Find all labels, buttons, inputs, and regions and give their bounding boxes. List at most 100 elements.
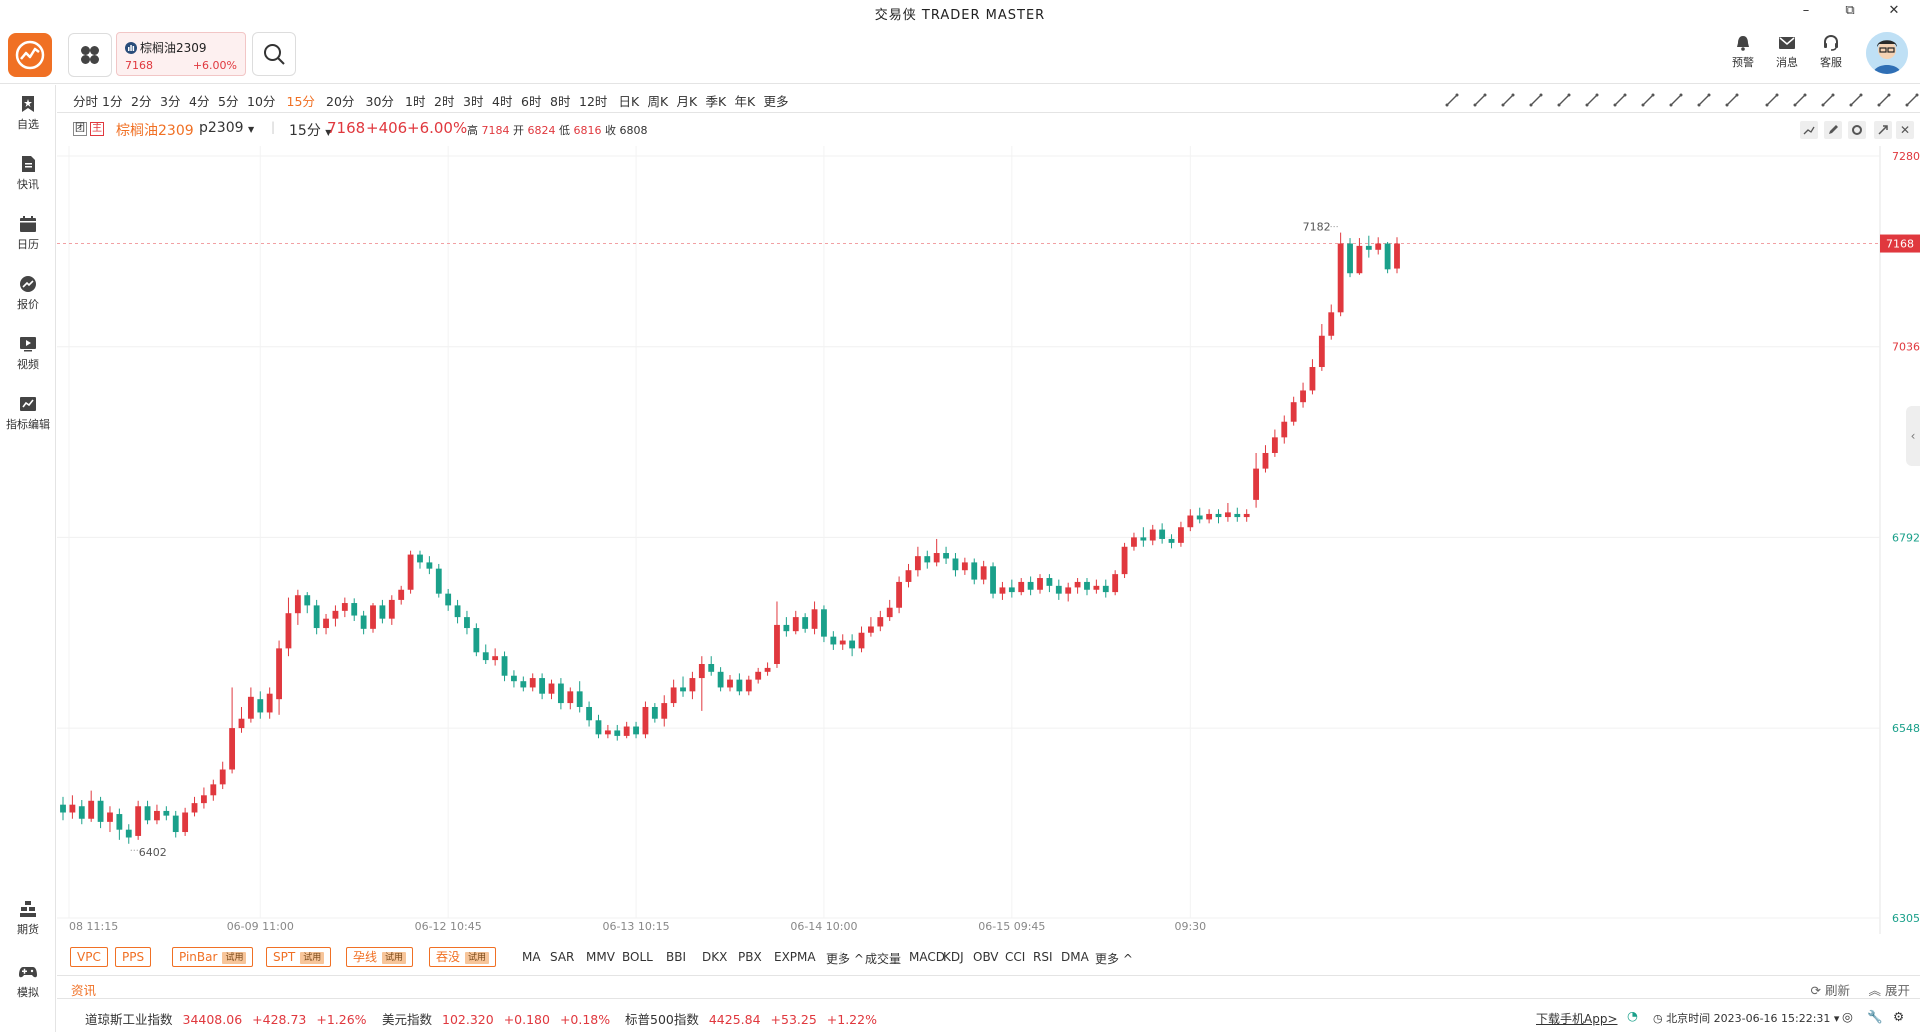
wrench-icon[interactable]: 🔧 <box>1867 1009 1883 1024</box>
period-tab[interactable]: 日K <box>618 94 640 109</box>
sub-indicator[interactable]: KDJ <box>943 950 964 964</box>
period-tab[interactable]: 1分 <box>102 94 123 109</box>
period-tab[interactable]: 1时 <box>405 94 426 109</box>
draw-toggle-button[interactable] <box>1824 121 1842 139</box>
period-tab[interactable]: 更多 <box>763 94 789 109</box>
indicator-tag[interactable]: PPS <box>115 947 152 967</box>
period-tab[interactable]: 10分 <box>247 94 276 109</box>
index-dow[interactable]: 道琼斯工业指数 34408.06 +428.73 +1.26% <box>85 1009 367 1028</box>
magnet-icon[interactable] <box>1819 91 1837 109</box>
period-tab[interactable]: 4分 <box>189 94 210 109</box>
sub-indicator[interactable]: OBV <box>973 950 999 964</box>
overlay-indicator[interactable]: MMV <box>586 950 615 964</box>
period-tab[interactable]: 2分 <box>131 94 152 109</box>
team-tag[interactable]: 团 <box>73 122 87 136</box>
close-chart-button[interactable]: ✕ <box>1896 121 1914 139</box>
period-tab[interactable]: 周K <box>647 94 669 109</box>
sidebar-item-watchlist[interactable]: 自选 <box>0 95 56 132</box>
sidebar-item-indicator-edit[interactable]: 指标编辑 <box>0 395 56 432</box>
period-tab[interactable]: 30分 <box>365 94 394 109</box>
period-tab[interactable]: 12时 <box>579 94 608 109</box>
search-button[interactable] <box>252 32 296 76</box>
period-tab[interactable]: 分时 <box>73 94 99 109</box>
trend-line-icon[interactable] <box>1443 91 1461 109</box>
period-selector[interactable]: 15分 ▼ <box>289 120 331 140</box>
sub-indicator[interactable]: 成交量 <box>865 952 902 966</box>
horizontal-line-icon[interactable] <box>1499 91 1517 109</box>
index-sp500[interactable]: 标普500指数 4425.84 +53.25 +1.22% <box>625 1009 877 1028</box>
period-tab[interactable]: 季K <box>705 94 727 109</box>
fib-icon[interactable] <box>1583 91 1601 109</box>
sidebar-item-video[interactable]: 视频 <box>0 335 56 372</box>
chart-svg[interactable]: 7280 7036 6792 6548 6305 08 11:15 06-09 11:00 0… <box>57 146 1920 934</box>
candlestick-chart[interactable]: 7280 7036 6792 6548 6305 08 11:15 06-09 11:00 0… <box>57 146 1920 934</box>
period-tab[interactable]: 6时 <box>521 94 542 109</box>
period-tab[interactable]: 3时 <box>463 94 484 109</box>
minimize-icon[interactable]: – <box>1802 3 1810 18</box>
segment-icon[interactable] <box>1527 91 1545 109</box>
fullscreen-button[interactable] <box>1874 121 1892 139</box>
sub-indicator[interactable]: RSI <box>1033 950 1053 964</box>
indicator-tag[interactable]: SPT 试用 <box>266 947 332 967</box>
indicator-tag[interactable]: 孕线 试用 <box>346 947 414 967</box>
parallel-icon[interactable] <box>1555 91 1573 109</box>
app-logo[interactable] <box>8 33 52 77</box>
overlay-indicator[interactable]: MA <box>522 950 541 964</box>
chart-type-button[interactable] <box>1800 121 1818 139</box>
indicator-tag[interactable]: 吞没 试用 <box>429 947 497 967</box>
sidebar-item-calendar[interactable]: 日历 <box>0 215 56 252</box>
overlay-indicator[interactable]: DKX <box>702 950 728 964</box>
period-tab[interactable]: 年K <box>734 94 756 109</box>
period-tab[interactable]: 4时 <box>492 94 513 109</box>
period-tab[interactable]: 20分 <box>326 94 355 109</box>
support-button[interactable]: 客服 <box>1811 34 1851 70</box>
period-tab[interactable]: 15分 <box>286 94 315 109</box>
more-icon[interactable] <box>1723 91 1741 109</box>
index-usd[interactable]: 美元指数 102.320 +0.180 +0.18% <box>382 1009 610 1028</box>
avatar[interactable] <box>1866 32 1908 74</box>
image-icon[interactable] <box>1667 91 1685 109</box>
sidebar-item-flash-news[interactable]: 快讯 <box>0 155 56 192</box>
sidebar-item-futures[interactable]: 期货 <box>0 900 56 937</box>
trash-icon[interactable] <box>1903 91 1920 109</box>
sub-indicator[interactable]: MACD <box>909 950 945 964</box>
eraser-icon[interactable] <box>1791 91 1809 109</box>
period-tab[interactable]: 2时 <box>434 94 455 109</box>
overlay-indicator[interactable]: EXPMA <box>774 950 816 964</box>
overlay-indicator[interactable]: BBI <box>666 950 687 964</box>
expand-button[interactable]: ︽ 展开 <box>1868 980 1910 999</box>
message-button[interactable]: 消息 <box>1767 34 1807 70</box>
close-icon[interactable]: ✕ <box>1888 3 1900 18</box>
settings-button[interactable] <box>1848 121 1866 139</box>
period-tab[interactable]: 5分 <box>218 94 239 109</box>
refresh-button[interactable]: ⟳ 刷新 <box>1811 980 1850 999</box>
period-tab[interactable]: 8时 <box>550 94 571 109</box>
indicator-tag[interactable]: VPC <box>70 947 108 967</box>
main-contract-tag[interactable]: 主 <box>90 122 104 136</box>
sub-indicator[interactable]: DMA <box>1061 950 1089 964</box>
download-app-link[interactable]: 下载手机App> <box>1536 1012 1618 1026</box>
overlay-indicator[interactable]: PBX <box>738 950 762 964</box>
sub-indicator[interactable]: CCI <box>1005 950 1026 964</box>
eye-icon[interactable] <box>1875 91 1893 109</box>
overlay-indicator[interactable]: 更多 ^ <box>826 952 864 966</box>
fan-icon[interactable] <box>1611 91 1629 109</box>
side-panel-toggle[interactable]: ‹ <box>1906 406 1920 466</box>
shield-icon[interactable]: ◎ <box>1842 1009 1853 1024</box>
quote-card[interactable]: 棕榈油2309 7168 +6.00% <box>116 32 246 76</box>
apps-button[interactable] <box>68 33 112 77</box>
alert-button[interactable]: 预警 <box>1723 34 1763 70</box>
ray-icon[interactable] <box>1471 91 1489 109</box>
indicator-tag[interactable]: PinBar 试用 <box>172 947 254 967</box>
settings-icon[interactable]: ⚙ <box>1893 1009 1905 1024</box>
lock-icon[interactable] <box>1847 91 1865 109</box>
sidebar-item-quotes[interactable]: 报价 <box>0 275 56 312</box>
overlay-indicator[interactable]: BOLL <box>622 950 653 964</box>
period-tab[interactable]: 3分 <box>160 94 181 109</box>
contract-selector[interactable]: p2309 ▼ <box>199 120 254 136</box>
restore-icon[interactable]: ⧉ <box>1845 3 1855 18</box>
period-tab[interactable]: 月K <box>676 94 698 109</box>
note-icon[interactable] <box>1763 91 1781 109</box>
wave-icon[interactable] <box>1695 91 1713 109</box>
sidebar-item-simulate[interactable]: 模拟 <box>0 963 56 1000</box>
